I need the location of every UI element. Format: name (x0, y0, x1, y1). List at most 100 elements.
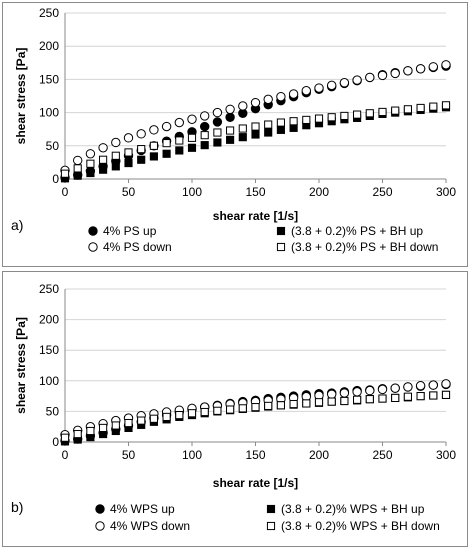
chart-panel-a: 0 50 100 150 200 250 0 50 100 150 200 250 300 shear r… (2, 2, 468, 267)
data-point (174, 117, 185, 128)
data-point (225, 112, 235, 122)
data-point (314, 114, 324, 123)
data-point (124, 158, 133, 168)
legend-label: 4% PS up (103, 224, 157, 238)
data-point (200, 407, 209, 417)
legend-label: (3.8 + 0.2)% WPS + BH up (281, 502, 425, 516)
data-point (226, 405, 235, 414)
data-point (327, 397, 336, 406)
data-point (390, 383, 400, 393)
x-tick-label: 300 (436, 185, 456, 199)
data-point (73, 164, 82, 173)
data-point (111, 137, 121, 148)
data-point (302, 115, 311, 124)
data-point (137, 145, 146, 154)
y-axis-label: shear stress [Pa] (14, 48, 28, 145)
y-tick-label: 50 (46, 404, 60, 418)
y-tick-label: 250 (39, 6, 59, 20)
legend-marker (266, 504, 276, 514)
x-tick-label: 50 (122, 448, 136, 462)
legend-marker (95, 504, 105, 514)
x-axis-label: shear rate [1/s] (213, 476, 298, 490)
legend-label: (3.8 + 0.2)% WPS + BH down (281, 519, 440, 533)
y-tick-label: 100 (39, 106, 59, 120)
x-tick-label: 300 (436, 448, 456, 462)
y-tick-label: 50 (46, 139, 60, 153)
data-point (213, 128, 222, 137)
data-point (86, 426, 95, 436)
data-point (416, 392, 425, 401)
data-point (264, 401, 273, 410)
data-point (200, 131, 209, 140)
data-point (276, 118, 285, 127)
data-point (200, 121, 210, 132)
chart-b-svg: 0 50 100 150 200 250 0 50 100 150 200 250 300 shear r… (11, 282, 456, 533)
data-point (226, 135, 235, 144)
data-point (149, 414, 158, 423)
y-axis-label: shear stress [Pa] (14, 317, 28, 414)
data-point (136, 129, 146, 139)
data-point (187, 114, 197, 124)
y-tick-label: 200 (39, 313, 59, 327)
data-point (378, 107, 387, 117)
data-point (391, 106, 400, 115)
data-point (403, 66, 413, 76)
legend-label: 4% PS down (103, 240, 172, 254)
x-tick-label: 150 (245, 185, 265, 199)
data-point (213, 406, 222, 415)
x-tick-label: 250 (372, 448, 392, 462)
x-tick-label: 100 (182, 185, 202, 199)
data-point (403, 392, 412, 401)
data-point (60, 433, 70, 442)
y-tick-label: 200 (39, 39, 59, 53)
data-point (85, 149, 96, 159)
data-point (428, 380, 438, 390)
data-point (352, 75, 362, 85)
legend-label: (3.8 + 0.2)% PS + BH down (291, 240, 438, 254)
data-point (213, 138, 222, 147)
data-point (73, 155, 83, 166)
data-point (175, 411, 184, 420)
data-point (441, 379, 451, 389)
data-point (403, 105, 412, 114)
data-point (352, 387, 362, 397)
legend-marker (88, 242, 98, 252)
data-point (416, 103, 425, 113)
y-tick-label: 150 (39, 72, 59, 86)
data-point (327, 80, 337, 91)
data-point (390, 68, 400, 79)
data-point (111, 151, 120, 160)
data-point (111, 162, 120, 171)
data-point (226, 126, 235, 135)
data-point (339, 388, 350, 398)
data-point (302, 399, 311, 408)
data-point (73, 171, 82, 180)
y-tick-label: 100 (39, 374, 59, 388)
data-point (314, 83, 324, 93)
legend-label: 4% WPS down (110, 519, 190, 533)
data-point (327, 389, 337, 399)
data-point (263, 94, 273, 105)
data-point (251, 122, 260, 131)
data-point (365, 109, 374, 118)
legend-label: (3.8 + 0.2)% PS + BH up (291, 224, 423, 238)
data-point (365, 385, 375, 396)
data-point (187, 409, 197, 418)
data-point (415, 380, 426, 391)
data-point (441, 390, 451, 399)
data-point (289, 399, 298, 409)
data-point (200, 111, 210, 121)
x-axis-label: shear rate [1/s] (213, 209, 298, 223)
y-tick-label: 250 (39, 282, 59, 296)
data-point (428, 62, 438, 72)
data-point (161, 121, 172, 132)
data-point (175, 146, 184, 155)
legend-marker (88, 226, 98, 236)
x-tick-label: 150 (245, 448, 265, 462)
x-tick-label: 200 (309, 185, 329, 199)
data-point (340, 396, 349, 406)
data-point (289, 123, 298, 132)
data-point (212, 107, 223, 118)
y-tick-label: 0 (52, 435, 59, 449)
x-tick-label: 200 (309, 448, 329, 462)
